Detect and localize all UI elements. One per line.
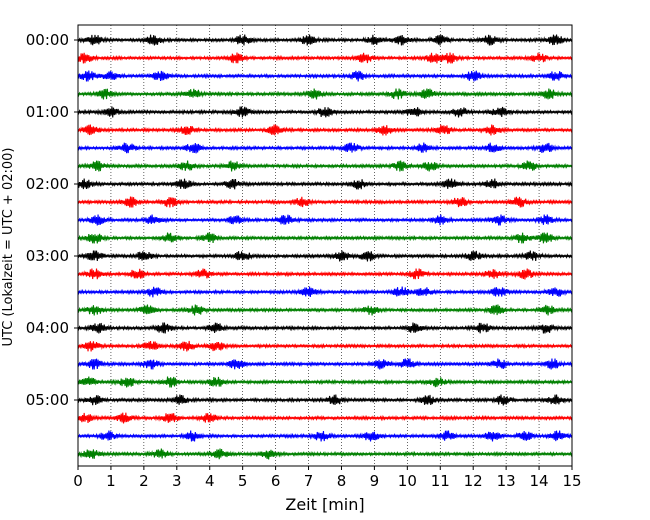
x-tick-label: 7 — [304, 472, 314, 490]
plot-area — [78, 25, 572, 466]
y-tick-label: 02:00 — [26, 175, 69, 193]
y-tick-label: 05:00 — [26, 391, 69, 409]
x-tick-label: 12 — [464, 472, 483, 490]
x-tick-label: 9 — [370, 472, 380, 490]
x-tick-label: 10 — [398, 472, 417, 490]
x-tick-label: 2 — [139, 472, 149, 490]
trace-00:00 — [77, 34, 573, 46]
x-tick-label: 5 — [238, 472, 248, 490]
x-tick-label: 4 — [205, 472, 215, 490]
x-axis-ticks: 0 1 2 3 4 5 6 7 8 9 10 11 12 13 14 15 — [73, 466, 582, 490]
x-axis-label: Zeit [min] — [285, 495, 364, 514]
x-tick-label: 3 — [172, 472, 182, 490]
y-axis-ticks: 00:00 01:00 02:00 03:00 04:00 05:00 — [26, 31, 78, 409]
x-tick-label: 6 — [271, 472, 281, 490]
x-tick-label: 11 — [431, 472, 450, 490]
y-axis-label: UTC (Lokalzeit = UTC + 02:00) — [1, 148, 16, 347]
seismogram-traces — [77, 34, 573, 460]
plot-frame — [77, 24, 573, 467]
x-tick-label: 1 — [106, 472, 116, 490]
x-tick-label: 15 — [562, 472, 581, 490]
x-tick-label: 13 — [497, 472, 516, 490]
x-tick-label: 14 — [530, 472, 549, 490]
y-tick-label: 03:00 — [26, 247, 69, 265]
y-tick-label: 04:00 — [26, 319, 69, 337]
y-tick-label: 01:00 — [26, 103, 69, 121]
y-tick-label: 00:00 — [26, 31, 69, 49]
x-tick-label: 0 — [73, 472, 83, 490]
x-tick-label: 8 — [337, 472, 347, 490]
